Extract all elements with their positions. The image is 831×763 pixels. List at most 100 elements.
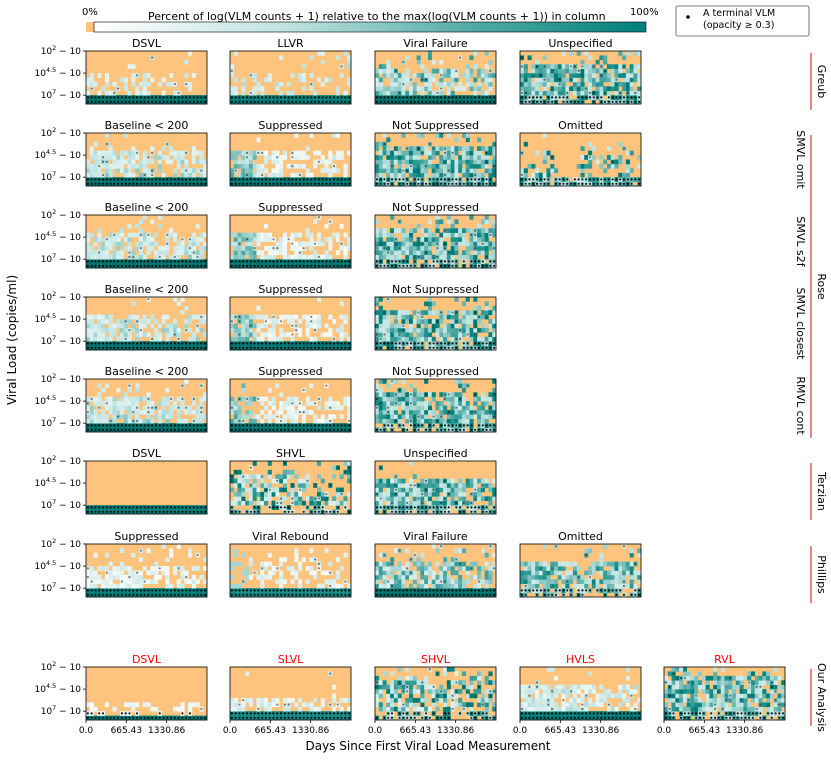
terminal-vlm-marker (120, 260, 124, 263)
heatmap-cell (309, 86, 314, 92)
heatmap-cell (443, 254, 448, 260)
terminal-vlm-marker (310, 320, 313, 323)
terminal-vlm-marker (417, 311, 420, 314)
heatmap-cell (393, 314, 398, 320)
terminal-vlm-marker (94, 264, 97, 267)
heatmap-cell (150, 146, 155, 151)
terminal-vlm-marker (101, 346, 105, 349)
terminal-vlm-marker (317, 342, 320, 345)
heatmap-cell (523, 168, 528, 174)
terminal-vlm-marker (520, 182, 523, 185)
terminal-vlm-marker (143, 264, 146, 267)
terminal-vlm-marker (185, 100, 188, 103)
heatmap-cell (339, 223, 344, 229)
heatmap-cell (454, 401, 459, 406)
terminal-vlm-marker (424, 264, 428, 267)
heatmap-cell (150, 245, 155, 251)
terminal-vlm-marker (154, 96, 158, 99)
heatmap-cell (542, 81, 547, 87)
heatmap-cell (378, 64, 383, 69)
terminal-vlm-marker (344, 96, 347, 99)
heatmap-cell (131, 396, 136, 402)
terminal-vlm-marker (268, 100, 271, 103)
terminal-vlm-marker (336, 264, 339, 267)
terminal-vlm-marker (474, 173, 477, 177)
terminal-vlm-marker (543, 65, 546, 68)
terminal-markers (375, 142, 496, 185)
heatmap-cell (618, 51, 623, 56)
heatmap-cell (550, 90, 555, 96)
terminal-vlm-marker (169, 346, 173, 349)
heatmap-cell (588, 68, 593, 74)
heatmap-cell (275, 163, 280, 169)
terminal-vlm-marker (90, 424, 93, 427)
heatmap-cell (335, 150, 340, 156)
heatmap-cell (542, 133, 547, 138)
heatmap-cell (135, 90, 140, 96)
heatmap-cell (93, 323, 98, 329)
terminal-vlm-marker (489, 233, 492, 236)
heatmap-cell (405, 401, 410, 406)
heatmap-cell (480, 310, 485, 315)
terminal-vlm-marker (375, 260, 378, 263)
heatmap-cell (480, 146, 485, 151)
heatmap-cell (290, 232, 295, 238)
heatmap-cell (176, 396, 181, 402)
terminal-vlm-marker (375, 346, 378, 349)
terminal-vlm-marker (162, 264, 165, 267)
terminal-vlm-marker (390, 100, 394, 103)
heatmap-cell (427, 250, 433, 256)
terminal-vlm-marker (113, 260, 116, 263)
heatmap-cell (86, 323, 91, 329)
terminal-vlm-marker (383, 100, 386, 103)
terminal-vlm-marker (462, 100, 465, 103)
heatmap-cell (112, 250, 117, 256)
heatmap-cell (492, 327, 497, 333)
heatmap-cell (488, 172, 493, 178)
heatmap-cell (439, 241, 444, 247)
heatmap-cell (629, 77, 634, 83)
heatmap-cell (427, 336, 433, 342)
heatmap-cell (165, 336, 170, 342)
heatmap-cell (116, 241, 121, 247)
terminal-vlm-marker (466, 342, 469, 345)
heatmap-cell (386, 392, 391, 397)
heatmap-cell (286, 163, 291, 169)
terminal-vlm-marker (173, 182, 176, 185)
heatmap-cell (324, 254, 329, 260)
heatmap-cell (378, 163, 383, 169)
heatmap-cell (343, 396, 348, 402)
heatmap-cell (473, 314, 478, 320)
heatmap-cell (465, 314, 470, 320)
heatmap-cell (431, 241, 436, 247)
heatmap-cell (412, 228, 417, 233)
heatmap-cell (473, 77, 478, 83)
heatmap-cell (416, 245, 421, 251)
heatmap-cell (161, 414, 166, 420)
heatmap-cell (203, 232, 208, 238)
heatmap-cell (523, 172, 528, 178)
terminal-vlm-marker (101, 160, 105, 163)
terminal-vlm-marker (455, 424, 458, 427)
heatmap-cell (104, 133, 109, 138)
terminal-vlm-marker (325, 182, 328, 185)
heatmap-cell (324, 159, 329, 165)
terminal-vlm-marker (162, 428, 165, 431)
terminal-vlm-marker (147, 346, 150, 349)
terminal-vlm-marker (128, 428, 131, 431)
heatmap-cell (492, 219, 497, 225)
terminal-vlm-marker (196, 324, 199, 327)
colorbar-empty-swatch (86, 22, 94, 32)
heatmap-cell (271, 168, 276, 174)
heatmap-cell (275, 250, 280, 256)
terminal-vlm-marker (291, 402, 294, 405)
heatmap-cell (320, 81, 325, 87)
terminal-vlm-marker (375, 182, 378, 185)
heatmap-cell (480, 73, 485, 78)
heatmap-cell (267, 409, 272, 415)
heatmap-cell (591, 77, 596, 83)
terminal-vlm-marker (188, 264, 192, 267)
heatmap-cell (461, 314, 467, 320)
heatmap-cell (606, 155, 612, 160)
heatmap-cell (390, 327, 395, 333)
